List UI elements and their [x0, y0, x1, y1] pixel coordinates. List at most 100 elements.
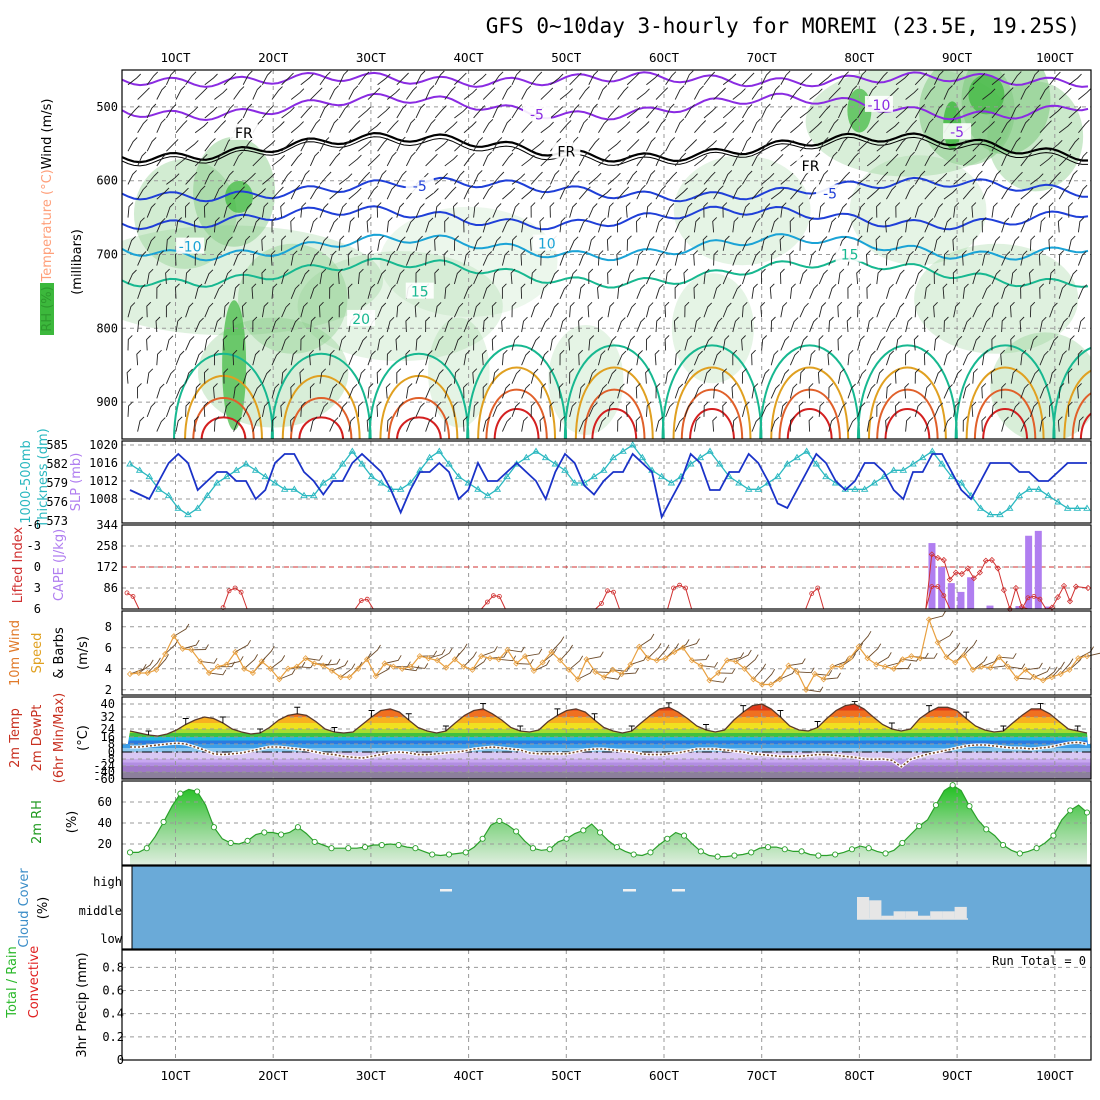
thickness-point — [532, 447, 540, 454]
wind-barb — [473, 170, 483, 185]
wind-barb — [914, 401, 923, 417]
wind-barb — [654, 349, 660, 366]
wind-barb — [175, 283, 180, 299]
rh-point — [378, 842, 385, 849]
wind-barb — [146, 137, 157, 152]
wind-barb — [425, 217, 434, 233]
wind-barb — [617, 121, 631, 134]
wind-barb — [396, 104, 407, 119]
wind-barb — [1049, 401, 1054, 417]
wind-barb — [242, 203, 252, 218]
wind-barb — [828, 383, 834, 399]
wind-barb — [837, 203, 848, 218]
wind-barb — [656, 644, 670, 661]
wind-barb — [540, 153, 554, 167]
contour-line — [954, 344, 1056, 439]
thickness-point — [126, 460, 134, 467]
wind-barb — [588, 235, 596, 251]
wind-barb — [934, 138, 946, 152]
wind-barb — [953, 369, 963, 384]
temp-minmax — [442, 725, 449, 731]
thickness-point — [1005, 504, 1014, 511]
wind-barb — [732, 184, 742, 200]
wind-barb — [396, 170, 407, 185]
wind-barb — [617, 154, 631, 167]
wind-barb — [665, 137, 676, 152]
wind-barb — [425, 85, 435, 100]
wind-barb — [444, 121, 458, 134]
wind-barb — [732, 250, 741, 266]
wind-barb — [309, 316, 316, 333]
wind-barb — [454, 139, 467, 152]
temp-minmax — [145, 730, 152, 735]
wind-barb — [126, 368, 132, 384]
wind-barb — [358, 106, 372, 119]
wind-barb — [444, 383, 453, 399]
wind-barb — [525, 648, 543, 657]
wind-barb — [702, 235, 708, 251]
wind-barb — [498, 655, 517, 662]
wind-barb — [559, 284, 569, 299]
cape-bar — [938, 567, 946, 609]
wind-barb — [953, 172, 967, 185]
wind-barb — [972, 368, 978, 384]
wind-speed-point — [838, 663, 845, 670]
cape-tick: 172 — [96, 560, 118, 574]
thickness-tick: 579 — [46, 476, 68, 490]
wind-barb — [578, 250, 588, 266]
wind-barb — [578, 217, 588, 233]
wind-barb — [166, 104, 177, 119]
wind-barb — [924, 186, 937, 200]
wind-barb — [310, 118, 321, 133]
wind-speed-point — [320, 662, 327, 669]
wind-barb — [923, 349, 929, 366]
wind-barb — [991, 269, 1001, 285]
wind-barb — [410, 663, 429, 669]
wind-barb — [780, 268, 785, 285]
thickness-point — [271, 479, 279, 486]
thickness-point — [251, 466, 260, 473]
wind-barb — [770, 153, 784, 167]
wind-barb — [305, 655, 323, 661]
wind-barb — [866, 416, 874, 432]
wind-barb — [751, 151, 762, 167]
cape-bar — [1025, 535, 1033, 609]
temp-band — [122, 733, 1091, 737]
wind-barb — [665, 203, 675, 218]
wind-barb — [735, 649, 752, 662]
wind-barb — [954, 646, 968, 663]
wind-barb — [1039, 120, 1052, 134]
wind-barb — [357, 268, 364, 285]
temp-tick: -8 — [101, 752, 115, 766]
wind-barb — [386, 416, 393, 432]
wind-barb — [166, 173, 180, 185]
axis-label: Thickness (dm) — [36, 428, 51, 528]
wind-barb — [290, 284, 300, 299]
wind-barb — [722, 368, 728, 384]
rh-point — [126, 849, 134, 856]
thickness-point — [396, 485, 405, 492]
wind-barb — [348, 154, 362, 167]
axis-label: (°C) — [76, 725, 91, 751]
wind-barb — [463, 317, 473, 333]
wind-barb — [1058, 250, 1065, 266]
wind-barb — [655, 383, 661, 399]
wind-speed-point — [530, 667, 537, 674]
wind-barb — [405, 217, 416, 233]
wind-barb — [271, 217, 277, 233]
rh-point — [681, 832, 688, 839]
wind-barb — [530, 268, 537, 285]
rh-point — [932, 802, 939, 809]
wind-barb — [818, 236, 828, 251]
li-line — [805, 587, 825, 610]
wind-barb — [866, 350, 876, 366]
wind-barb — [348, 85, 359, 100]
wind-barb — [578, 383, 586, 399]
wind-barb — [617, 416, 623, 432]
wind-barb — [1077, 250, 1087, 266]
wind-barb — [578, 186, 591, 200]
wind-barb — [905, 88, 919, 100]
rh-point — [345, 845, 352, 852]
temp-minmax — [740, 705, 747, 713]
wind-barb — [684, 301, 690, 318]
